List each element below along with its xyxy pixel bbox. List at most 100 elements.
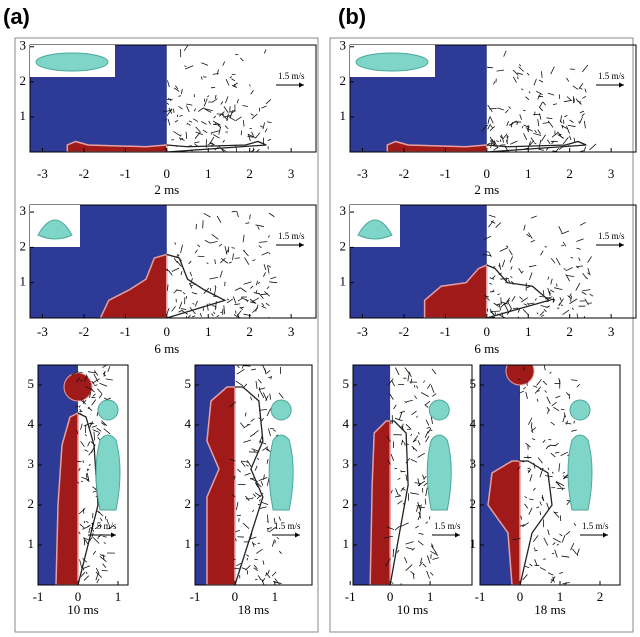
velocity-vector [539, 567, 546, 571]
velocity-vector [273, 517, 276, 524]
velocity-vector [167, 118, 171, 126]
velocity-vector [538, 148, 545, 151]
velocity-vector [255, 224, 265, 227]
velocity-vector [243, 365, 251, 367]
x-tick-label: 0 [517, 589, 524, 604]
velocity-vector [266, 527, 273, 530]
velocity-vector [94, 384, 98, 386]
velocity-vector [482, 253, 491, 257]
velocity-vector [519, 390, 525, 394]
velocity-vector [575, 98, 579, 103]
velocity-vector [431, 543, 434, 548]
velocity-vector [276, 536, 280, 540]
velocity-vector [275, 434, 279, 437]
velocity-scale-label: 1.5 m/s [278, 231, 305, 241]
velocity-vector [519, 114, 523, 120]
velocity-vector [499, 247, 509, 252]
velocity-vector [240, 297, 249, 302]
velocity-vector [530, 239, 536, 243]
x-tick-label: 2 [566, 324, 573, 339]
velocity-vector [258, 477, 268, 481]
velocity-vector [188, 260, 192, 265]
velocity-vector [174, 85, 179, 90]
velocity-vector [239, 306, 244, 311]
velocity-vector [562, 241, 567, 247]
arrow-head [619, 82, 624, 88]
velocity-vector [424, 400, 431, 406]
velocity-vector [79, 523, 85, 529]
velocity-vector [490, 125, 493, 129]
velocity-vector [79, 559, 83, 569]
subplot [30, 205, 278, 318]
velocity-vector [541, 314, 545, 317]
velocity-vector [267, 514, 269, 522]
velocity-vector [558, 133, 562, 136]
velocity-vector [96, 427, 102, 432]
velocity-vector [102, 372, 107, 377]
velocity-vector [537, 93, 541, 100]
velocity-vector [555, 395, 561, 399]
velocity-vector [99, 554, 106, 557]
inset-shape [357, 219, 393, 240]
velocity-vector [587, 256, 592, 263]
velocity-vector [176, 289, 183, 292]
velocity-vector [96, 388, 103, 394]
velocity-vector [85, 473, 88, 479]
axes-frame [479, 364, 621, 586]
velocity-vector [569, 135, 572, 141]
velocity-vector [229, 401, 237, 408]
axes-frame [349, 204, 637, 319]
arrow-head [299, 242, 304, 248]
velocity-vector [212, 98, 218, 103]
velocity-vector [387, 378, 394, 385]
inset-shape [270, 399, 292, 421]
velocity-vector [571, 307, 574, 310]
time-caption: 6 ms [154, 341, 179, 356]
velocity-vector [541, 496, 544, 501]
velocity-vector [257, 378, 262, 384]
time-caption: 6 ms [474, 341, 499, 356]
velocity-vector [394, 417, 403, 422]
velocity-vector [425, 521, 428, 524]
velocity-vector [510, 140, 518, 145]
velocity-vector [516, 72, 523, 75]
velocity-vector [390, 489, 393, 494]
droplet-region [206, 386, 236, 585]
velocity-vector [502, 259, 506, 268]
velocity-vector [84, 449, 89, 452]
time-caption: 18 ms [238, 602, 269, 617]
velocity-vector [565, 392, 570, 396]
x-tick-label: 1 [557, 589, 564, 604]
velocity-vector [494, 311, 497, 315]
velocity-vector [530, 215, 537, 219]
velocity-vector [268, 235, 270, 238]
velocity-vector [250, 285, 254, 289]
velocity-vector [166, 102, 170, 105]
velocity-vector [240, 130, 243, 136]
interface-curve [486, 264, 551, 318]
velocity-vector [552, 542, 556, 546]
velocity-vector [189, 271, 192, 277]
velocity-vector [587, 272, 590, 275]
velocity-vector [563, 99, 573, 103]
velocity-vector [431, 368, 437, 375]
velocity-vector [87, 371, 96, 374]
velocity-vector [86, 479, 90, 482]
velocity-vector [107, 366, 111, 372]
velocity-vector [561, 125, 568, 130]
velocity-vector [102, 554, 105, 560]
velocity-vector [405, 547, 413, 550]
velocity-vector [192, 315, 196, 318]
velocity-vector [265, 370, 271, 375]
velocity-vector [534, 549, 538, 552]
velocity-vector [234, 257, 240, 259]
velocity-vector [265, 99, 272, 105]
velocity-vector [487, 142, 492, 145]
velocity-vector [173, 131, 181, 137]
velocity-vector [268, 265, 272, 268]
velocity-vector [533, 462, 536, 469]
velocity-vector [173, 87, 180, 92]
velocity-vector [497, 293, 500, 296]
velocity-vector [486, 66, 493, 69]
